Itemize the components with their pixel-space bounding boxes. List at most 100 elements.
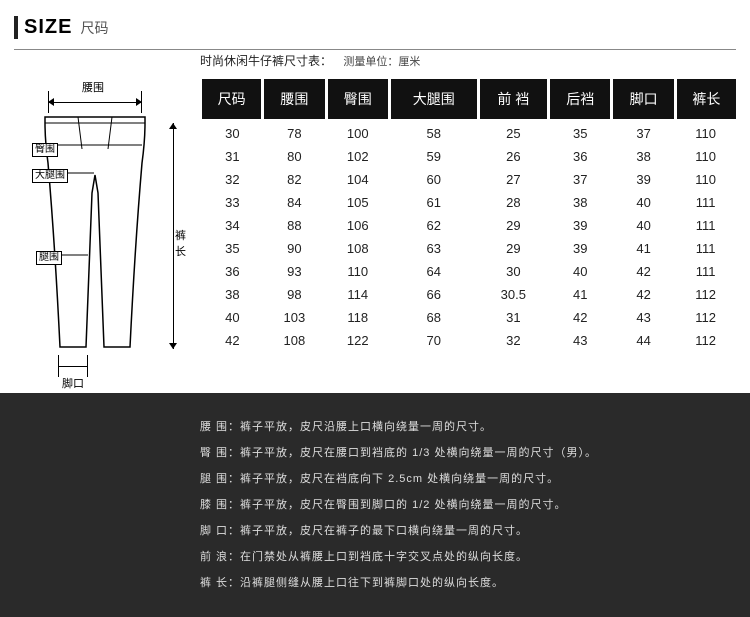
table-cell: 78	[263, 121, 326, 146]
subtitle: 时尚休闲牛仔裤尺寸表： 测量单位：厘米	[0, 50, 750, 79]
table-cell: 43	[549, 329, 612, 352]
table-row: 369311064304042111	[202, 260, 736, 283]
table-cell: 110	[326, 260, 389, 283]
table-cell: 31	[202, 145, 263, 168]
table-cell: 108	[263, 329, 326, 352]
dim-length-label-a: 裤	[175, 227, 186, 243]
note-line: 裤 长：沿裤腿侧缝从腰上口往下到裤脚口处的纵向长度。	[200, 569, 726, 595]
table-row: 38981146630.54142112	[202, 283, 736, 306]
table-cell: 39	[549, 237, 612, 260]
table-cell: 28	[478, 191, 548, 214]
table-cell: 43	[612, 306, 675, 329]
table-row: 307810058253537110	[202, 121, 736, 146]
table-cell: 30	[202, 121, 263, 146]
col-header: 前 裆	[478, 79, 548, 121]
table-cell: 64	[389, 260, 478, 283]
table-cell: 27	[478, 168, 548, 191]
table-cell: 103	[263, 306, 326, 329]
size-table: 尺码腰围臀围大腿围前 裆后裆脚口裤长 307810058253537110318…	[202, 79, 736, 352]
note-line: 膝 围：裤子平放，皮尺在臀围到脚口的 1/2 处横向绕量一周的尺寸。	[200, 491, 726, 517]
table-cell: 42	[612, 283, 675, 306]
note-line: 腰 围：裤子平放，皮尺沿腰上口横向绕量一周的尺寸。	[200, 413, 726, 439]
table-cell: 38	[612, 145, 675, 168]
unit-text: 测量单位：厘米	[343, 56, 420, 68]
table-cell: 112	[675, 306, 736, 329]
table-cell: 66	[389, 283, 478, 306]
table-cell: 59	[389, 145, 478, 168]
col-header: 腰围	[263, 79, 326, 121]
table-cell: 39	[549, 214, 612, 237]
dim-hem-label: 脚口	[62, 375, 84, 391]
table-cell: 114	[326, 283, 389, 306]
dim-waist-label: 腰围	[82, 79, 104, 95]
table-cell: 36	[549, 145, 612, 168]
table-cell: 104	[326, 168, 389, 191]
table-cell: 40	[612, 214, 675, 237]
measurement-notes: 腰 围：裤子平放，皮尺沿腰上口横向绕量一周的尺寸。臀 围：裤子平放，皮尺在腰口到…	[0, 393, 750, 617]
table-cell: 102	[326, 145, 389, 168]
table-cell: 84	[263, 191, 326, 214]
table-row: 318010259263638110	[202, 145, 736, 168]
table-cell: 37	[549, 168, 612, 191]
table-cell: 30	[478, 260, 548, 283]
table-cell: 122	[326, 329, 389, 352]
table-cell: 33	[202, 191, 263, 214]
header: SIZE 尺码	[0, 0, 750, 43]
dim-knee-label: 腿围	[36, 251, 62, 265]
table-cell: 26	[478, 145, 548, 168]
col-header: 尺码	[202, 79, 263, 121]
table-cell: 82	[263, 168, 326, 191]
note-line: 前 浪：在门禁处从裤腰上口到裆底十字交叉点处的纵向长度。	[200, 543, 726, 569]
table-cell: 40	[202, 306, 263, 329]
size-table-wrap: 尺码腰围臀围大腿围前 裆后裆脚口裤长 307810058253537110318…	[184, 79, 736, 379]
size-label-en: SIZE	[14, 16, 72, 39]
table-cell: 29	[478, 214, 548, 237]
table-cell: 112	[675, 283, 736, 306]
table-cell: 63	[389, 237, 478, 260]
table-cell: 98	[263, 283, 326, 306]
dim-hip-label: 臀围	[32, 143, 58, 157]
table-cell: 38	[202, 283, 263, 306]
subtitle-text: 时尚休闲牛仔裤尺寸表：	[200, 54, 332, 68]
table-cell: 106	[326, 214, 389, 237]
table-cell: 29	[478, 237, 548, 260]
table-cell: 38	[549, 191, 612, 214]
table-row: 4010311868314243112	[202, 306, 736, 329]
table-cell: 30.5	[478, 283, 548, 306]
table-cell: 111	[675, 237, 736, 260]
table-row: 338410561283840111	[202, 191, 736, 214]
table-cell: 34	[202, 214, 263, 237]
pants-diagram: 腰围 臀围 大腿围 腿围 裤 长 脚口	[14, 79, 184, 379]
table-cell: 31	[478, 306, 548, 329]
table-cell: 105	[326, 191, 389, 214]
table-cell: 111	[675, 214, 736, 237]
col-header: 大腿围	[389, 79, 478, 121]
table-cell: 118	[326, 306, 389, 329]
table-cell: 111	[675, 260, 736, 283]
table-cell: 42	[202, 329, 263, 352]
table-cell: 41	[612, 237, 675, 260]
table-cell: 61	[389, 191, 478, 214]
col-header: 脚口	[612, 79, 675, 121]
table-cell: 100	[326, 121, 389, 146]
note-line: 脚 口：裤子平放，皮尺在裤子的最下口横向绕量一周的尺寸。	[200, 517, 726, 543]
table-cell: 90	[263, 237, 326, 260]
table-cell: 110	[675, 145, 736, 168]
table-row: 328210460273739110	[202, 168, 736, 191]
size-label-zh: 尺码	[80, 18, 108, 38]
table-row: 359010863293941111	[202, 237, 736, 260]
dim-length-label-b: 长	[175, 243, 186, 259]
table-cell: 93	[263, 260, 326, 283]
table-cell: 112	[675, 329, 736, 352]
table-cell: 88	[263, 214, 326, 237]
table-cell: 35	[549, 121, 612, 146]
table-cell: 35	[202, 237, 263, 260]
table-cell: 70	[389, 329, 478, 352]
table-cell: 37	[612, 121, 675, 146]
table-cell: 42	[612, 260, 675, 283]
table-cell: 110	[675, 168, 736, 191]
note-line: 臀 围：裤子平放，皮尺在腰口到裆底的 1/3 处横向绕量一周的尺寸（男）。	[200, 439, 726, 465]
col-header: 臀围	[326, 79, 389, 121]
table-cell: 36	[202, 260, 263, 283]
table-row: 348810662293940111	[202, 214, 736, 237]
